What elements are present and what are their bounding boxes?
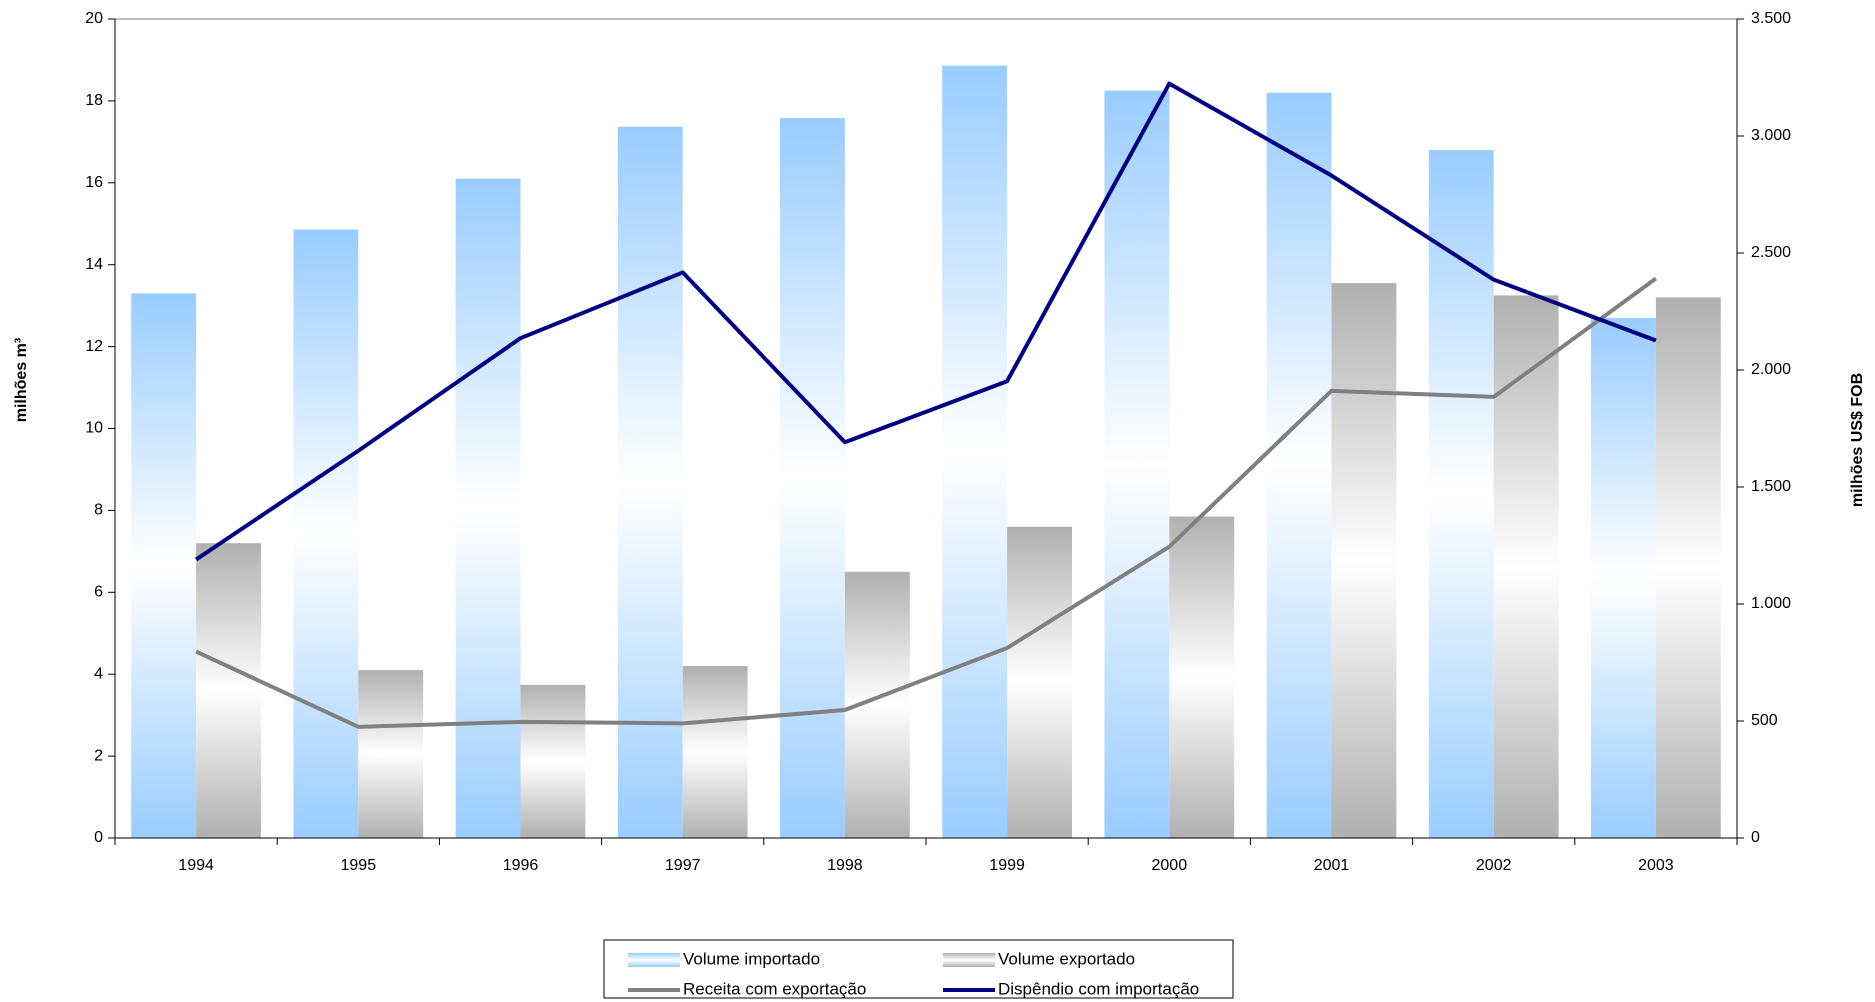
x-tick-label: 1994 [178, 857, 214, 874]
bar [196, 543, 261, 838]
bar [1331, 283, 1397, 838]
bar [1104, 90, 1170, 839]
legend-box [603, 939, 1234, 999]
bar [942, 65, 1008, 839]
y2-tick-label: 2.000 [1751, 361, 1791, 378]
legend-label: Receita com exportação [683, 979, 866, 998]
bar [131, 293, 197, 838]
legend-label: Volume exportado [998, 949, 1135, 968]
y-tick-label: 0 [94, 829, 103, 846]
y2-tick-label: 3.500 [1751, 10, 1791, 27]
bar [617, 126, 683, 839]
bar [455, 178, 521, 838]
y2-tick-label: 1.000 [1751, 595, 1791, 612]
y-tick-label: 12 [85, 338, 103, 355]
y-tick-label: 16 [85, 174, 103, 191]
bar [682, 666, 748, 838]
y-tick-label: 6 [94, 584, 103, 601]
y-tick-label: 8 [94, 502, 103, 519]
bar [1007, 526, 1072, 838]
x-tick-label: 1998 [827, 857, 863, 874]
line [194, 81, 1657, 562]
bar [1266, 92, 1332, 838]
x-tick-label: 2000 [1152, 857, 1188, 874]
x-tick-label: 2003 [1638, 857, 1674, 874]
bar [1591, 317, 1656, 838]
y-axis-title: milhões m³ [13, 338, 30, 422]
x-tick-label: 1997 [665, 857, 701, 874]
x-tick-label: 1999 [989, 857, 1025, 874]
bar [780, 118, 845, 838]
y-tick-label: 18 [85, 92, 103, 109]
legend-label: Volume importado [683, 949, 820, 968]
bar [1428, 150, 1494, 839]
line [195, 276, 1658, 729]
bar [520, 684, 586, 838]
bar [1493, 295, 1559, 839]
y-tick-label: 20 [85, 10, 103, 27]
y2-axis-title: milhões US$ FOB [1849, 373, 1866, 507]
y2-tick-label: 3.000 [1751, 127, 1791, 144]
x-tick-label: 1995 [341, 857, 377, 874]
y-tick-label: 10 [85, 420, 103, 437]
y-tick-label: 14 [85, 256, 103, 273]
bar [293, 229, 359, 838]
x-tick-label: 1996 [503, 857, 539, 874]
y2-tick-label: 2.500 [1751, 244, 1791, 261]
x-tick-label: 2002 [1476, 857, 1512, 874]
bar [358, 670, 424, 838]
y2-tick-label: 0 [1751, 829, 1760, 846]
y-tick-label: 4 [94, 665, 103, 682]
bar [1655, 297, 1721, 839]
legend-label: Dispêndio com importação [998, 979, 1199, 998]
x-tick-label: 2001 [1314, 857, 1350, 874]
y2-tick-label: 500 [1751, 712, 1778, 729]
bar [1169, 516, 1235, 838]
legend-swatch [943, 953, 995, 967]
y-tick-label: 2 [94, 747, 103, 764]
y2-tick-label: 1.500 [1751, 478, 1791, 495]
legend-swatch [628, 953, 680, 967]
